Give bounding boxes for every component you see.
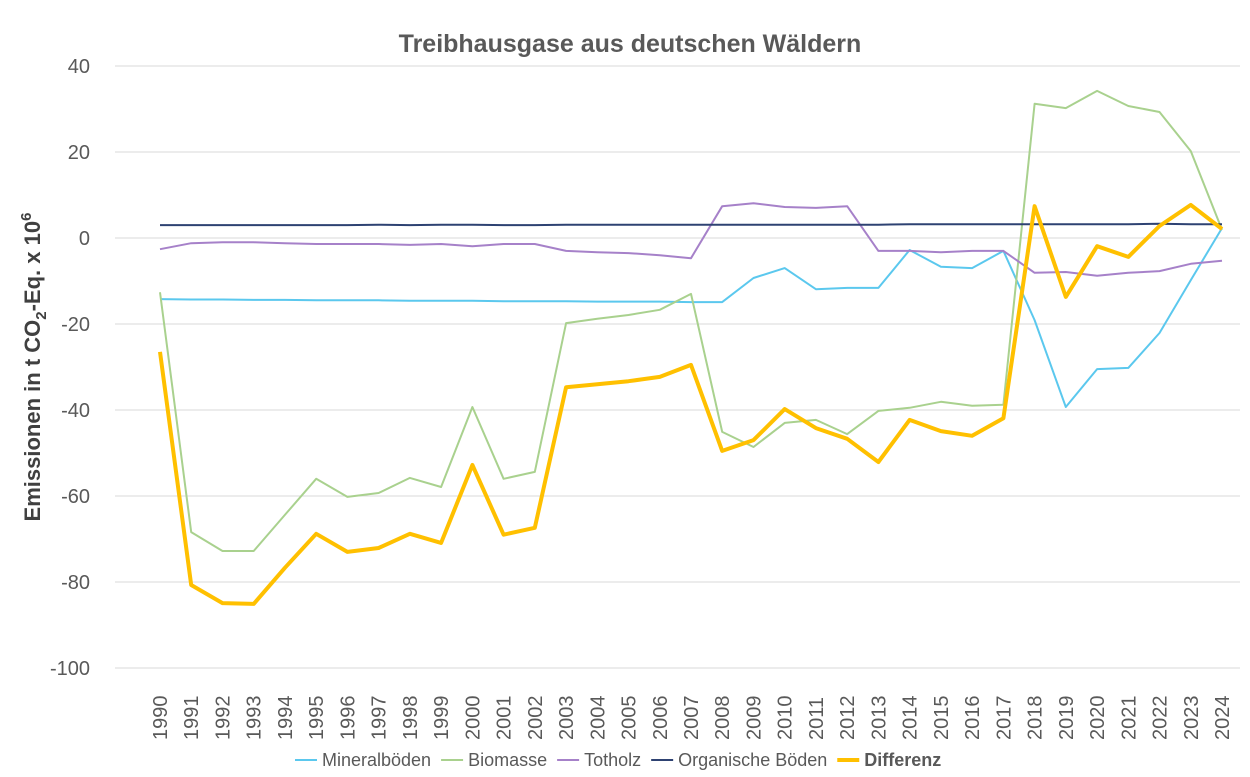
- chart-title: Treibhausgase aus deutschen Wäldern: [399, 30, 862, 58]
- x-tick-labels: 1990 1991 1992 1993 1994 1995 1996 1997 1998 1999…: [150, 696, 1234, 741]
- y-axis-label-unit: -Eq. x 10: [20, 221, 45, 311]
- legend: Mineralböden Biomasse Totholz Organische Bö…: [295, 750, 941, 770]
- y-tick-label: 20: [68, 142, 90, 164]
- x-tick-label: 2016: [962, 696, 984, 741]
- x-tick-label: 2007: [681, 696, 703, 741]
- x-tick-label: 2019: [1056, 696, 1078, 741]
- series-line-totholz: [159, 202, 1223, 277]
- x-tick-label: 2004: [587, 696, 609, 741]
- x-tick-label: 2010: [775, 696, 797, 741]
- y-tick-label: -40: [61, 400, 90, 422]
- y-tick-label: 40: [68, 56, 90, 78]
- y-tick-label: -80: [61, 572, 90, 594]
- series-line-mineralb-den: [159, 227, 1223, 408]
- x-tick-label: 2015: [931, 696, 953, 741]
- x-tick-label: 2021: [1118, 696, 1140, 741]
- y-axis-label-subscript: 2: [33, 311, 50, 319]
- x-tick-label: 2012: [837, 696, 859, 741]
- x-tick-label: 1995: [306, 696, 328, 741]
- y-tick-label: 0: [79, 228, 90, 250]
- y-axis-label-superscript: 6: [18, 213, 35, 221]
- x-tick-label: 2009: [743, 696, 765, 741]
- x-tick-label: 1999: [431, 696, 453, 741]
- legend-entry: Totholz: [584, 750, 641, 770]
- x-tick-label: 2023: [1181, 696, 1203, 741]
- x-tick-label: 2005: [619, 696, 641, 741]
- x-tick-label: 2008: [712, 696, 734, 741]
- x-tick-label: 2013: [868, 696, 890, 741]
- series-line-biomasse: [159, 89, 1223, 552]
- x-tick-label: 2000: [462, 696, 484, 741]
- x-tick-label: 2011: [806, 697, 828, 740]
- x-tick-label: 2003: [556, 696, 578, 741]
- x-tick-label: 1994: [275, 696, 297, 741]
- x-tick-label: 2017: [993, 696, 1015, 741]
- legend-entry: Organische Böden: [678, 750, 827, 770]
- x-tick-label: 2002: [525, 696, 547, 741]
- y-axis-label: Emissionen in t CO2-Eq. x 106: [18, 213, 50, 522]
- x-tick-label: 2022: [1150, 696, 1172, 741]
- y-axis-label-main: Emissionen in t CO: [20, 320, 45, 522]
- series-line-organische-b-den: [160, 222, 1222, 227]
- x-tick-label: 2020: [1087, 696, 1109, 741]
- x-tick-label: 2018: [1025, 696, 1047, 741]
- x-tick-label: 2014: [900, 696, 922, 741]
- x-tick-label: 1990: [150, 696, 172, 741]
- x-tick-label: 1993: [244, 696, 266, 741]
- x-tick-label: 2001: [494, 696, 516, 741]
- legend-entry: Biomasse: [468, 750, 547, 770]
- y-tick-label: -60: [61, 486, 90, 508]
- x-tick-label: 1991: [181, 696, 203, 741]
- y-tick-labels: 40 20 0 -20 -40 -60 -80 -100: [50, 56, 90, 680]
- legend-entry: Differenz: [864, 750, 941, 770]
- x-tick-label: 2006: [650, 696, 672, 741]
- legend-entry: Mineralböden: [322, 750, 431, 770]
- x-tick-label: 2024: [1212, 696, 1234, 741]
- series-line-differenz: [158, 202, 1224, 606]
- y-tick-label: -20: [61, 314, 90, 336]
- y-tick-label: -100: [50, 658, 90, 680]
- x-tick-label: 1996: [337, 696, 359, 741]
- x-tick-label: 1998: [400, 696, 422, 741]
- x-tick-label: 1997: [369, 696, 391, 741]
- x-tick-label: 1992: [212, 696, 234, 741]
- series-lines: [158, 89, 1224, 606]
